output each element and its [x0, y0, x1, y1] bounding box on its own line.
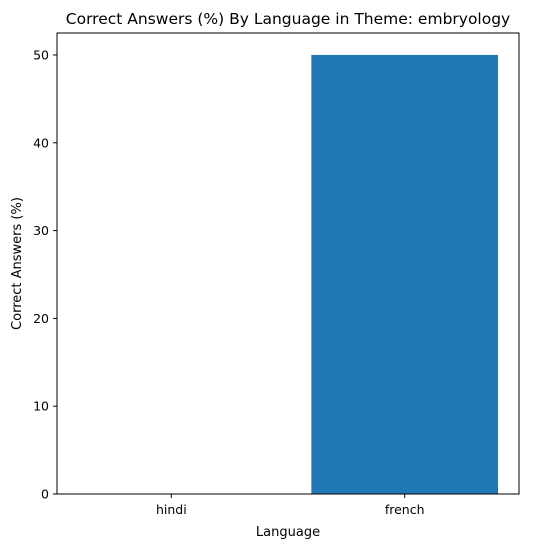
y-tick-label: 40: [33, 135, 49, 150]
x-tick-label-french: french: [385, 502, 425, 517]
x-axis-label: Language: [256, 525, 320, 540]
y-tick-label: 30: [33, 223, 49, 238]
y-axis-ticks: 0 10 20 30 40 50: [33, 47, 57, 502]
x-axis-ticks: hindi french: [156, 494, 425, 517]
bar-french: [311, 54, 498, 494]
y-tick-label: 50: [33, 47, 49, 62]
y-axis-label: Correct Answers (%): [10, 197, 25, 330]
plot-area-frame: [56, 32, 520, 495]
x-tick-label-hindi: hindi: [156, 502, 187, 517]
bars-group: [311, 54, 498, 494]
y-tick-label: 20: [33, 311, 49, 326]
y-tick-label: 10: [33, 399, 49, 414]
chart-title: Correct Answers (%) By Language in Theme…: [66, 10, 510, 28]
y-tick-label: 0: [41, 487, 49, 502]
